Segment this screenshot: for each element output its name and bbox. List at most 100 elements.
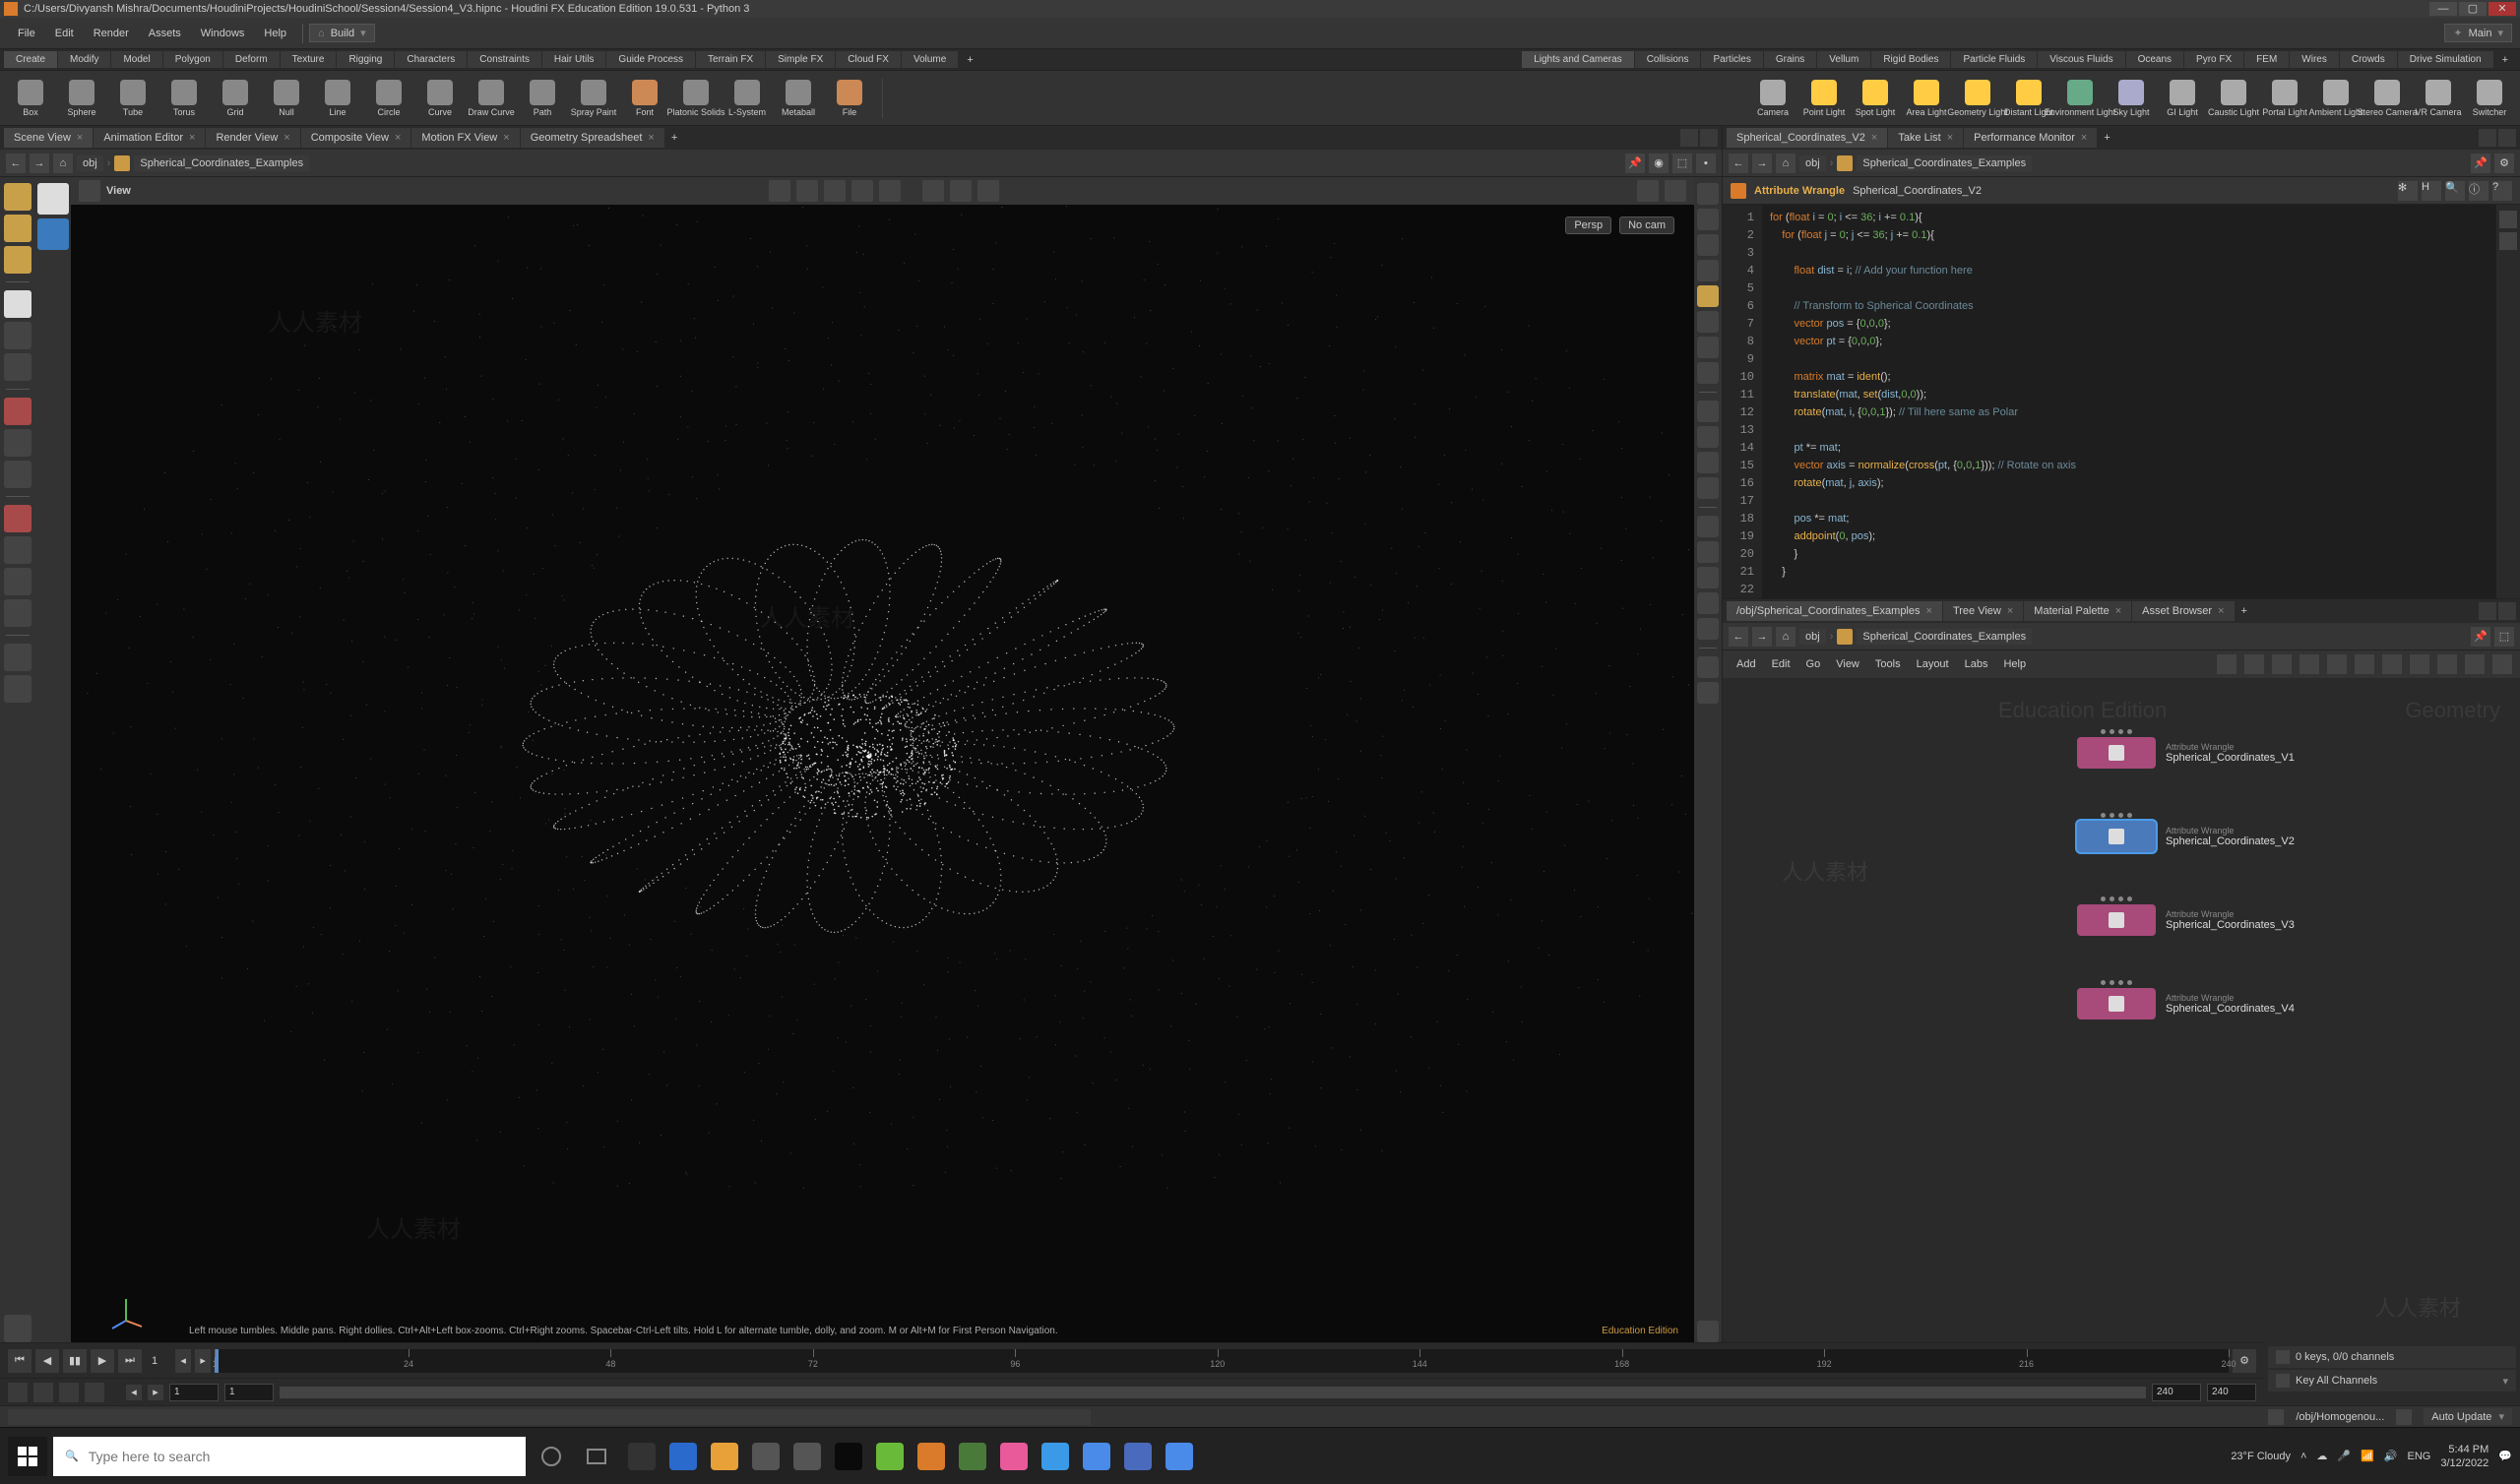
shelf-tab-cloud-fx[interactable]: Cloud FX xyxy=(836,51,901,68)
menu-render[interactable]: Render xyxy=(84,24,139,43)
shelf-tool-box[interactable]: Box xyxy=(8,75,53,122)
code-home-icon[interactable]: ⌂ xyxy=(1776,154,1796,173)
taskbar-app-12[interactable] xyxy=(1118,1437,1158,1476)
search-input[interactable] xyxy=(89,1449,514,1464)
range-next[interactable]: ▸ xyxy=(148,1385,163,1400)
pane-float-icon[interactable] xyxy=(1680,129,1698,147)
node-body[interactable] xyxy=(2077,988,2156,1020)
shelf-tab-grains[interactable]: Grains xyxy=(1764,51,1816,68)
pane-tab-take-list[interactable]: Take List× xyxy=(1888,128,1963,148)
nv-menu-go[interactable]: Go xyxy=(1800,656,1827,672)
nv-menu-layout[interactable]: Layout xyxy=(1911,656,1955,672)
rb-float-icon[interactable] xyxy=(2479,602,2496,620)
shelf-tab-vellum[interactable]: Vellum xyxy=(1817,51,1870,68)
code-search-icon[interactable]: 🔍 xyxy=(2445,181,2465,201)
maximize-button[interactable]: ▢ xyxy=(2459,2,2487,16)
node-spherical_coordinates_v1[interactable]: Attribute Wrangle Spherical_Coordinates_… xyxy=(2077,737,2295,769)
snap-icon[interactable] xyxy=(4,353,32,381)
nv-menu-help[interactable]: Help xyxy=(1997,656,2032,672)
taskbar-app-10[interactable] xyxy=(1036,1437,1075,1476)
move-tool-icon[interactable] xyxy=(4,429,32,457)
range-1-icon[interactable] xyxy=(8,1383,28,1402)
radial-menu-dropdown[interactable]: ✦ Main ▾ xyxy=(2444,24,2512,42)
shelf-tool-environment-light[interactable]: Environment Light xyxy=(2057,75,2103,122)
tab-close-icon[interactable]: × xyxy=(2081,132,2087,144)
shelf-tool-curve[interactable]: Curve xyxy=(417,75,463,122)
pane-tab-composite-view[interactable]: Composite View× xyxy=(301,128,411,148)
shelf-tab-particle-fluids[interactable]: Particle Fluids xyxy=(1951,51,2037,68)
path-obj[interactable]: obj xyxy=(77,155,103,171)
lasso-tool-icon[interactable] xyxy=(4,215,32,242)
tab-close-icon[interactable]: × xyxy=(648,132,654,144)
code-path-obj[interactable]: obj xyxy=(1799,155,1826,171)
nv-home-icon[interactable]: ⌂ xyxy=(1776,627,1796,647)
pane-tab-spherical_coordinates_v2[interactable]: Spherical_Coordinates_V2× xyxy=(1727,128,1887,148)
shelf-tab-hair-utils[interactable]: Hair Utils xyxy=(542,51,606,68)
crt-2-icon[interactable] xyxy=(2499,232,2517,250)
weather-widget[interactable]: 23°F Cloudy xyxy=(2231,1451,2291,1462)
keys-mode[interactable]: Key All Channels ▾ xyxy=(2268,1370,2516,1391)
range-end2-field[interactable] xyxy=(2207,1384,2256,1401)
tab-close-icon[interactable]: × xyxy=(189,132,195,144)
taskbar-search[interactable]: 🔍 xyxy=(53,1437,526,1476)
prev-frame-button[interactable]: ◀ xyxy=(35,1349,59,1373)
shelf-tool-spray-paint[interactable]: Spray Paint xyxy=(571,75,616,122)
red2-tool-icon[interactable] xyxy=(4,505,32,532)
vrt-15-icon[interactable] xyxy=(1697,592,1719,614)
code-pin-icon[interactable]: 📌 xyxy=(2471,154,2490,173)
node-body[interactable] xyxy=(2077,737,2156,769)
pane-tab-performance-monitor[interactable]: Performance Monitor× xyxy=(1964,128,2097,148)
shelf-tab-oceans[interactable]: Oceans xyxy=(2126,51,2183,68)
lock-icon[interactable] xyxy=(4,322,32,349)
start-button[interactable] xyxy=(8,1437,47,1476)
tray-cloud-icon[interactable]: ☁ xyxy=(2316,1450,2327,1462)
play-forward-button[interactable]: ▶ xyxy=(91,1349,114,1373)
shelf-tab-rigging[interactable]: Rigging xyxy=(337,51,394,68)
shelf-tool-vr-camera[interactable]: VR Camera xyxy=(2416,75,2461,122)
rotate-tool-icon[interactable] xyxy=(4,461,32,488)
shelf-tool-stereo-camera[interactable]: Stereo Camera xyxy=(2364,75,2410,122)
close-button[interactable]: ✕ xyxy=(2488,2,2516,16)
vtb-3-icon[interactable] xyxy=(824,180,846,202)
vrt-8-icon[interactable] xyxy=(1697,401,1719,422)
code-h-icon[interactable]: H xyxy=(2422,181,2441,201)
vtb-r1-icon[interactable] xyxy=(1637,180,1659,202)
vrt-12-icon[interactable] xyxy=(1697,516,1719,537)
tab-close-icon[interactable]: × xyxy=(284,132,289,144)
circle2-tool-icon[interactable] xyxy=(4,675,32,703)
shelf-tab-crowds[interactable]: Crowds xyxy=(2340,51,2397,68)
lightbulb-icon[interactable] xyxy=(1697,285,1719,307)
shelf-tool-path[interactable]: Path xyxy=(520,75,565,122)
link-icon[interactable]: ⬚ xyxy=(1672,154,1692,173)
nv-tool-5-icon[interactable] xyxy=(2327,654,2347,674)
crt-1-icon[interactable] xyxy=(2499,211,2517,228)
pane-tab-render-view[interactable]: Render View× xyxy=(206,128,299,148)
range-3-icon[interactable] xyxy=(59,1383,79,1402)
notification-icon[interactable]: 💬 xyxy=(2498,1450,2512,1462)
range-2-icon[interactable] xyxy=(33,1383,53,1402)
perspective-label[interactable]: Persp xyxy=(1565,216,1611,234)
shelf-tab-pyro-fx[interactable]: Pyro FX xyxy=(2184,51,2243,68)
pane-tab-asset-browser[interactable]: Asset Browser× xyxy=(2132,601,2234,621)
last-frame-button[interactable]: ⏭ xyxy=(118,1349,142,1373)
shelf-tab-particles[interactable]: Particles xyxy=(1701,51,1762,68)
taskview-icon[interactable] xyxy=(577,1437,616,1476)
arrow-tool-icon[interactable] xyxy=(4,290,32,318)
taskbar-app-9[interactable] xyxy=(994,1437,1034,1476)
shelf-tool-caustic-light[interactable]: Caustic Light xyxy=(2211,75,2256,122)
3d-viewport[interactable]: Persp No cam Left mouse tumbles. Middle … xyxy=(71,205,1694,1342)
pane-tab-motion-fx-view[interactable]: Motion FX View× xyxy=(411,128,519,148)
menu-file[interactable]: File xyxy=(8,24,45,43)
nv-tool-3-icon[interactable] xyxy=(2272,654,2292,674)
vrt-11-icon[interactable] xyxy=(1697,477,1719,499)
shelf-tab-polygon[interactable]: Polygon xyxy=(163,51,222,68)
select-tool-icon[interactable] xyxy=(4,183,32,211)
nv-menu-add[interactable]: Add xyxy=(1731,656,1762,672)
code-info-icon[interactable]: ⓘ xyxy=(2469,181,2488,201)
view-menu-icon[interactable] xyxy=(79,180,100,202)
code-opt-icon[interactable]: ⚙ xyxy=(2494,154,2514,173)
shelf-tool-circle[interactable]: Circle xyxy=(366,75,411,122)
code-forward-button[interactable]: → xyxy=(1752,154,1772,173)
path-back-button[interactable]: ← xyxy=(6,154,26,173)
path-node[interactable]: Spherical_Coordinates_Examples xyxy=(134,155,309,171)
